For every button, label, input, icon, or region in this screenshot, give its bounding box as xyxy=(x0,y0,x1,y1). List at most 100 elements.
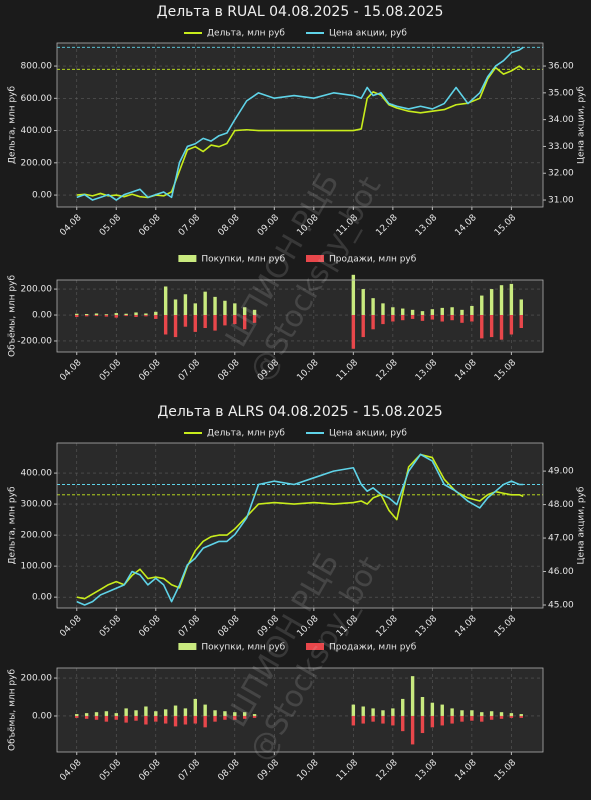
legend-swatch xyxy=(306,643,324,650)
bar xyxy=(381,315,385,325)
bar xyxy=(173,299,178,316)
bar xyxy=(75,313,79,316)
bar xyxy=(84,715,89,719)
legend-label: Цена акции, руб xyxy=(329,429,407,439)
legend-label: Продажи, млн руб xyxy=(329,255,417,265)
y2-tick-label: 45.00 xyxy=(548,600,574,610)
bar xyxy=(233,315,237,325)
bar xyxy=(351,274,356,316)
y-tick-label: 600.00 xyxy=(21,94,53,104)
bar xyxy=(440,715,444,726)
bar xyxy=(163,286,168,316)
bar xyxy=(509,283,514,316)
bar xyxy=(410,715,415,745)
bar xyxy=(242,715,247,719)
bar xyxy=(134,710,138,716)
bar xyxy=(203,715,207,728)
bar xyxy=(144,706,148,716)
bar xyxy=(173,705,178,716)
y2-axis-label: Цена акции, руб xyxy=(577,86,587,164)
y2-tick-label: 49.00 xyxy=(548,467,574,477)
bar xyxy=(509,315,514,335)
bar xyxy=(124,715,128,723)
bar xyxy=(470,315,474,322)
bar xyxy=(213,715,217,722)
line-series xyxy=(76,46,524,201)
bar xyxy=(480,315,484,339)
bar xyxy=(203,315,207,328)
bar xyxy=(134,315,138,317)
bar xyxy=(193,698,197,716)
bar xyxy=(509,715,514,718)
legend-swatch xyxy=(306,255,324,262)
bar xyxy=(242,712,247,716)
bar xyxy=(440,704,444,716)
bar xyxy=(75,714,79,716)
bar xyxy=(104,711,109,716)
bar xyxy=(233,712,237,716)
bar xyxy=(183,715,188,725)
y2-tick-label: 35.00 xyxy=(548,88,574,98)
bar xyxy=(430,715,435,728)
bar xyxy=(420,311,425,316)
legend-label: Дельта, млн руб xyxy=(207,429,285,439)
legend-label: Продажи, млн руб xyxy=(329,643,417,653)
bar xyxy=(351,704,356,716)
bar xyxy=(430,309,435,316)
bar xyxy=(84,315,89,317)
bar xyxy=(460,315,464,323)
bar xyxy=(144,313,148,316)
bar xyxy=(203,291,207,316)
y2-tick-label: 34.00 xyxy=(548,115,574,125)
bar xyxy=(213,315,217,331)
bar xyxy=(252,309,257,316)
bar xyxy=(154,715,158,722)
bar xyxy=(94,315,99,317)
bar xyxy=(144,715,148,725)
bar xyxy=(401,308,405,316)
plot-area xyxy=(57,668,543,752)
bar xyxy=(75,315,79,317)
bar xyxy=(144,315,148,317)
y-tick-label: 200.00 xyxy=(21,285,53,295)
bar xyxy=(391,715,395,726)
legend-swatch xyxy=(178,255,197,262)
bar xyxy=(84,313,89,316)
bar xyxy=(104,715,109,722)
line-series xyxy=(76,65,524,199)
bar xyxy=(124,313,128,316)
bar xyxy=(252,315,257,323)
bar xyxy=(75,715,79,718)
bar xyxy=(440,315,444,322)
bar xyxy=(371,708,375,716)
bar xyxy=(361,315,365,338)
y-tick-label: 200.00 xyxy=(21,674,53,684)
bar xyxy=(163,709,168,716)
bar xyxy=(183,708,188,716)
bar xyxy=(154,315,158,319)
y-tick-label: 400.00 xyxy=(21,126,53,136)
bar xyxy=(94,313,99,316)
bar xyxy=(499,715,504,719)
y-tick-label: 0.00 xyxy=(32,311,52,321)
bar xyxy=(480,715,484,722)
bar xyxy=(440,307,444,316)
bar xyxy=(193,715,197,724)
bar xyxy=(371,315,375,330)
legend-label: Покупки, млн руб xyxy=(201,255,285,265)
bar xyxy=(351,315,356,349)
bar xyxy=(519,714,523,716)
bar xyxy=(420,315,425,321)
y2-tick-label: 33.00 xyxy=(548,142,574,152)
legend-label: Дельта, млн руб xyxy=(207,29,285,39)
plot-area xyxy=(57,43,543,207)
bar xyxy=(450,715,454,724)
bar xyxy=(242,315,247,330)
bar xyxy=(460,715,464,722)
chart-title: Дельта в ALRS 04.08.2025 - 15.08.2025 xyxy=(157,404,442,420)
bar xyxy=(173,715,178,727)
bar xyxy=(509,713,514,716)
bar xyxy=(450,315,454,321)
y2-tick-label: 46.00 xyxy=(548,567,574,577)
